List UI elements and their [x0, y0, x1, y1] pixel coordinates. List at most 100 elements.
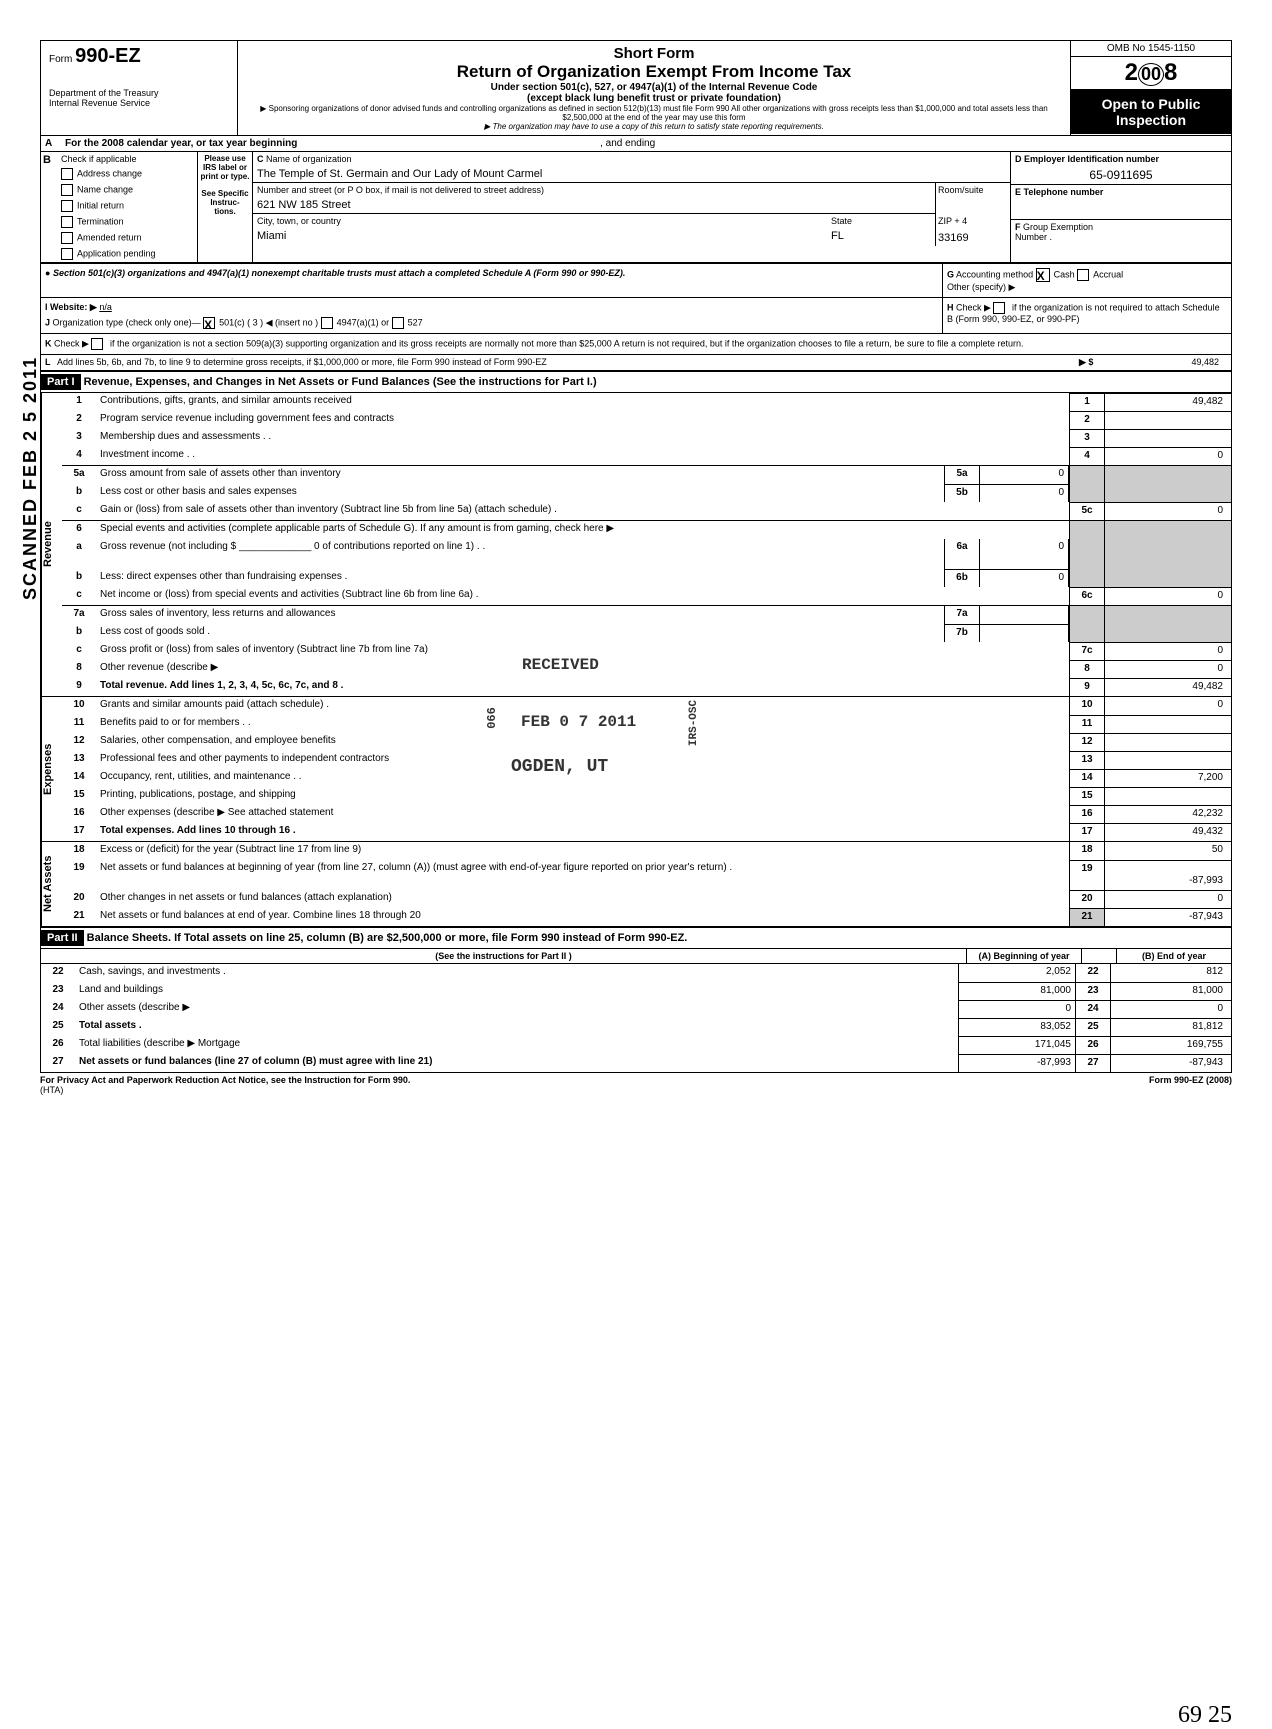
group-number-label: Number .	[1015, 232, 1227, 242]
bal-27-b: -87,943	[1110, 1054, 1231, 1072]
please-l1: Please use IRS label or print or type.	[201, 154, 250, 181]
bal-27-a: -87,993	[958, 1054, 1075, 1072]
line-16-desc: Other expenses (describe ▶ See attached …	[96, 805, 1069, 823]
bal-24-b: 0	[1110, 1000, 1231, 1018]
zip-label: ZIP + 4	[938, 216, 1008, 226]
cb-cash[interactable]: X	[1036, 268, 1050, 282]
cb-501c[interactable]: X	[203, 317, 215, 329]
cb-name-change[interactable]	[61, 184, 73, 196]
bal-23-desc: Land and buildings	[75, 982, 958, 1000]
form-prefix: Form	[49, 54, 72, 65]
rsosc-stamp: IRS-OSC	[688, 700, 700, 746]
cb-address-change[interactable]	[61, 168, 73, 180]
city-value: Miami	[257, 230, 831, 242]
k-text2: if the organization is not a section 509…	[110, 338, 1024, 348]
line-15-val	[1105, 787, 1231, 805]
line-14-val: 7,200	[1105, 769, 1231, 787]
section-k: K Check ▶ if the organization is not a s…	[41, 334, 1231, 355]
copy-text: ▶ The organization may have to use a cop…	[242, 122, 1066, 131]
scanned-stamp: SCANNED FEB 2 5 2011	[20, 356, 41, 600]
year-suffix: 8	[1164, 59, 1177, 86]
col-a-header: (A) Beginning of year	[966, 949, 1081, 963]
line-11-val	[1105, 715, 1231, 733]
net-assets-section: Net Assets 18Excess or (deficit) for the…	[41, 842, 1231, 928]
line-8-val: 0	[1105, 660, 1231, 678]
open-public-1: Open to Public	[1077, 96, 1225, 112]
expenses-section: Expenses 10Grants and similar amounts pa…	[41, 697, 1231, 842]
bal-23-b: 81,000	[1110, 982, 1231, 1000]
cb-initial-return[interactable]	[61, 200, 73, 212]
omb-number: OMB No 1545-1150	[1071, 41, 1231, 57]
cb-accrual[interactable]	[1077, 269, 1089, 281]
line-7b-val	[979, 624, 1069, 642]
open-public: Open to Public Inspection	[1071, 90, 1231, 134]
group-exemption-label: Group Exemption	[1023, 222, 1093, 232]
opt-527: 527	[408, 317, 423, 327]
line-5a-desc: Gross amount from sale of assets other t…	[96, 466, 944, 484]
label-d: D	[1015, 154, 1022, 164]
line-3-val	[1105, 429, 1231, 447]
line-6b-val: 0	[979, 569, 1069, 587]
label-b: B	[41, 152, 57, 262]
label-l: L	[45, 357, 57, 368]
org-type-label: Organization type (check only one)—	[53, 317, 201, 327]
line-17-desc: Total expenses. Add lines 10 through 16 …	[100, 825, 296, 836]
line-5b-desc: Less cost or other basis and sales expen…	[96, 484, 944, 502]
line-10-val: 0	[1105, 697, 1231, 715]
line-6a-val: 0	[979, 539, 1069, 569]
balance-header: (See the instructions for Part II ) (A) …	[41, 949, 1231, 964]
title-cell: Short Form Return of Organization Exempt…	[238, 41, 1071, 135]
ein-value: 65-0911695	[1015, 168, 1227, 182]
line-18-val: 50	[1105, 842, 1231, 860]
cb-amended[interactable]	[61, 232, 73, 244]
line-20-desc: Other changes in net assets or fund bala…	[96, 890, 1069, 908]
section-l: L Add lines 5b, 6b, and 7b, to line 9 to…	[41, 355, 1231, 372]
state-value: FL	[831, 230, 931, 242]
code-stamp: 066	[485, 707, 499, 729]
line-5b-val: 0	[979, 484, 1069, 502]
zip-value: 33169	[938, 232, 1008, 244]
cb-pending[interactable]	[61, 248, 73, 260]
privacy-notice: For Privacy Act and Paperwork Reduction …	[40, 1075, 410, 1085]
sponsor-text: ▶ Sponsoring organizations of donor advi…	[242, 104, 1066, 122]
dept-treasury: Department of the Treasury	[49, 88, 229, 98]
street-value: 621 NW 185 Street	[253, 197, 935, 214]
ogden-stamp: OGDEN, UT	[511, 757, 608, 777]
line-2-val	[1105, 411, 1231, 429]
cb-section-k[interactable]	[91, 338, 103, 350]
line-16-val: 42,232	[1105, 805, 1231, 823]
cb-termination[interactable]	[61, 216, 73, 228]
bal-24-a: 0	[958, 1000, 1075, 1018]
k-check-label: Check ▶	[54, 338, 89, 348]
other-specify-label: Other (specify) ▶	[947, 282, 1227, 293]
line-5c-val: 0	[1105, 502, 1231, 520]
form-number: 990-EZ	[75, 45, 141, 67]
line-4-val: 0	[1105, 447, 1231, 465]
line-15-desc: Printing, publications, postage, and shi…	[96, 787, 1069, 805]
line-7a-val	[979, 606, 1069, 624]
l-arrow: ▶ $	[1079, 357, 1109, 368]
cb-schedule-b[interactable]	[993, 302, 1005, 314]
part-1-header: Part I Revenue, Expenses, and Changes in…	[41, 372, 1231, 393]
l-value: 49,482	[1109, 357, 1227, 368]
room-label: Room/suite	[935, 183, 1010, 214]
line-4-desc: Investment income . .	[96, 447, 1069, 465]
bal-25-desc: Total assets .	[79, 1020, 142, 1031]
cb-4947[interactable]	[321, 317, 333, 329]
bal-26-a: 171,045	[958, 1036, 1075, 1054]
bal-25-b: 81,812	[1110, 1018, 1231, 1036]
please-l2: See Specific Instruc-tions.	[201, 189, 248, 216]
label-a: A	[41, 136, 61, 151]
org-info-block: B Check if applicable Address change Nam…	[41, 152, 1231, 264]
hta-label: (HTA)	[40, 1085, 410, 1095]
label-j: J	[45, 317, 50, 327]
cb-label-1: Name change	[77, 184, 133, 194]
state-label: State	[831, 216, 931, 226]
ein-label: Employer Identification number	[1024, 154, 1159, 164]
cb-527[interactable]	[392, 317, 404, 329]
phone-label: Telephone number	[1024, 187, 1104, 197]
subtitle2: (except black lung benefit trust or priv…	[242, 93, 1066, 104]
expenses-side-label: Expenses	[41, 697, 62, 841]
received-stamp: RECEIVED	[522, 656, 599, 674]
city-label: City, town, or country	[257, 216, 831, 226]
